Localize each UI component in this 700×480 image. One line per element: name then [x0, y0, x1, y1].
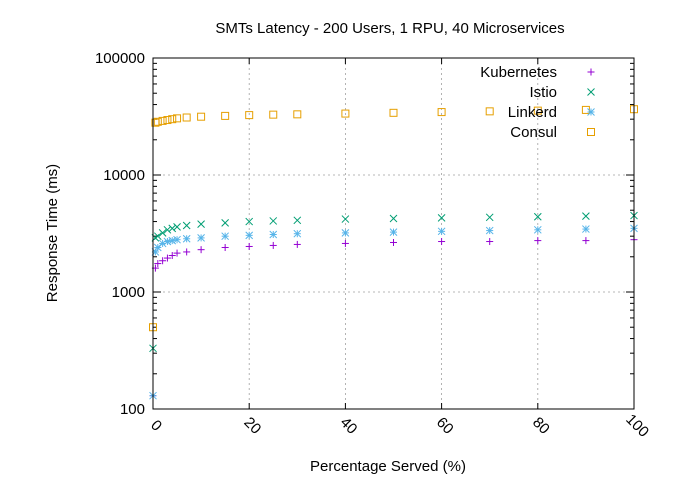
plot-frame: [152, 57, 635, 410]
consul-point: [245, 111, 254, 120]
istio-point: [173, 223, 181, 231]
kubernetes-point: [163, 254, 171, 262]
istio-point: [168, 224, 177, 233]
istio-point: [437, 214, 446, 222]
legend-marker-kubernetes: [587, 68, 595, 76]
plot-area: [149, 105, 638, 400]
consul-point: [163, 116, 172, 125]
consul-point: [269, 110, 278, 119]
istio-point: [341, 215, 350, 223]
linkerd-point: [269, 230, 278, 239]
legend-label-istio: Istio: [529, 84, 557, 101]
istio-point: [389, 214, 398, 223]
istio-point: [485, 213, 494, 222]
linkerd-point: [582, 225, 590, 233]
legend-marker-consul: [587, 128, 595, 136]
istio-point: [197, 220, 205, 229]
istio-point: [533, 212, 542, 221]
consul-point: [389, 108, 398, 117]
series-consul: [149, 105, 638, 332]
consul-point: [533, 106, 542, 115]
istio-point: [582, 212, 590, 220]
consul-point: [197, 112, 206, 121]
kubernetes-point: [486, 238, 494, 246]
linkerd-point: [197, 234, 205, 242]
kubernetes-point: [173, 249, 181, 257]
linkerd-point: [293, 229, 302, 238]
legend-marker-istio: [587, 88, 595, 96]
series-kubernetes: [149, 236, 638, 400]
y-tick-label: 100000: [95, 50, 145, 67]
linkerd-point: [182, 234, 191, 243]
linkerd-point: [168, 236, 177, 245]
linkerd-point: [341, 229, 350, 237]
consul-point: [173, 114, 182, 123]
series-linkerd: [149, 224, 638, 400]
consul-point: [168, 115, 177, 124]
kubernetes-point: [168, 252, 176, 260]
y-axis-label: Response Time (ms): [44, 164, 61, 302]
legend-label-linkerd: Linkerd: [508, 104, 557, 121]
x-tick-label: 100: [622, 411, 652, 441]
kubernetes-point: [390, 238, 397, 246]
kubernetes-point: [582, 237, 590, 245]
istio-point: [163, 225, 172, 234]
consul-point: [221, 111, 230, 120]
chart-title: SMTs Latency - 200 Users, 1 RPU, 40 Micr…: [215, 20, 564, 37]
istio-point: [221, 218, 230, 227]
x-tick-label: 0: [147, 417, 165, 435]
kubernetes-point: [197, 246, 205, 254]
consul-point: [437, 108, 446, 117]
kubernetes-point: [438, 238, 446, 246]
x-tick-label: 20: [240, 414, 264, 438]
linkerd-point: [221, 232, 230, 241]
istio-point: [293, 216, 302, 225]
linkerd-point: [173, 235, 181, 244]
x-tick-label: 60: [433, 414, 457, 438]
consul-point: [341, 109, 350, 118]
legend: Kubernetes Istio Linkerd Consul: [480, 64, 595, 141]
legend-marker-linkerd: [587, 108, 595, 116]
istio-point: [182, 221, 191, 230]
linkerd-point: [485, 226, 494, 235]
linkerd-point: [153, 243, 162, 252]
y-tick-label: 10000: [103, 167, 145, 184]
istio-point: [245, 217, 254, 226]
istio-point: [153, 232, 162, 241]
legend-label-kubernetes: Kubernetes: [480, 64, 557, 81]
consul-point: [153, 117, 162, 126]
istio-point: [158, 229, 167, 237]
istio-point: [269, 217, 278, 225]
kubernetes-point: [159, 257, 167, 265]
kubernetes-point: [154, 260, 162, 268]
kubernetes-point: [221, 244, 229, 252]
consul-point: [293, 110, 302, 119]
kubernetes-point: [183, 248, 191, 256]
consul-point: [485, 107, 494, 116]
series-istio: [149, 211, 638, 353]
kubernetes-point: [293, 240, 301, 248]
linkerd-point: [437, 227, 446, 236]
linkerd-point: [389, 228, 398, 236]
kubernetes-point: [245, 242, 253, 250]
x-axis-label: Percentage Served (%): [310, 458, 466, 475]
linkerd-point: [245, 231, 254, 240]
consul-point: [158, 116, 167, 125]
y-tick-label: 100: [120, 401, 145, 418]
consul-point: [182, 113, 191, 122]
kubernetes-point: [534, 237, 542, 245]
axis-ticks: 0 20 40 60 80 100 100 1000 10000 100000: [95, 50, 652, 441]
legend-label-consul: Consul: [510, 124, 557, 141]
linkerd-point: [163, 237, 172, 246]
kubernetes-point: [341, 239, 349, 247]
x-tick-label: 40: [337, 414, 361, 438]
x-tick-label: 80: [529, 414, 553, 438]
kubernetes-point: [269, 241, 277, 249]
y-tick-label: 1000: [112, 284, 145, 301]
linkerd-point: [533, 225, 542, 234]
